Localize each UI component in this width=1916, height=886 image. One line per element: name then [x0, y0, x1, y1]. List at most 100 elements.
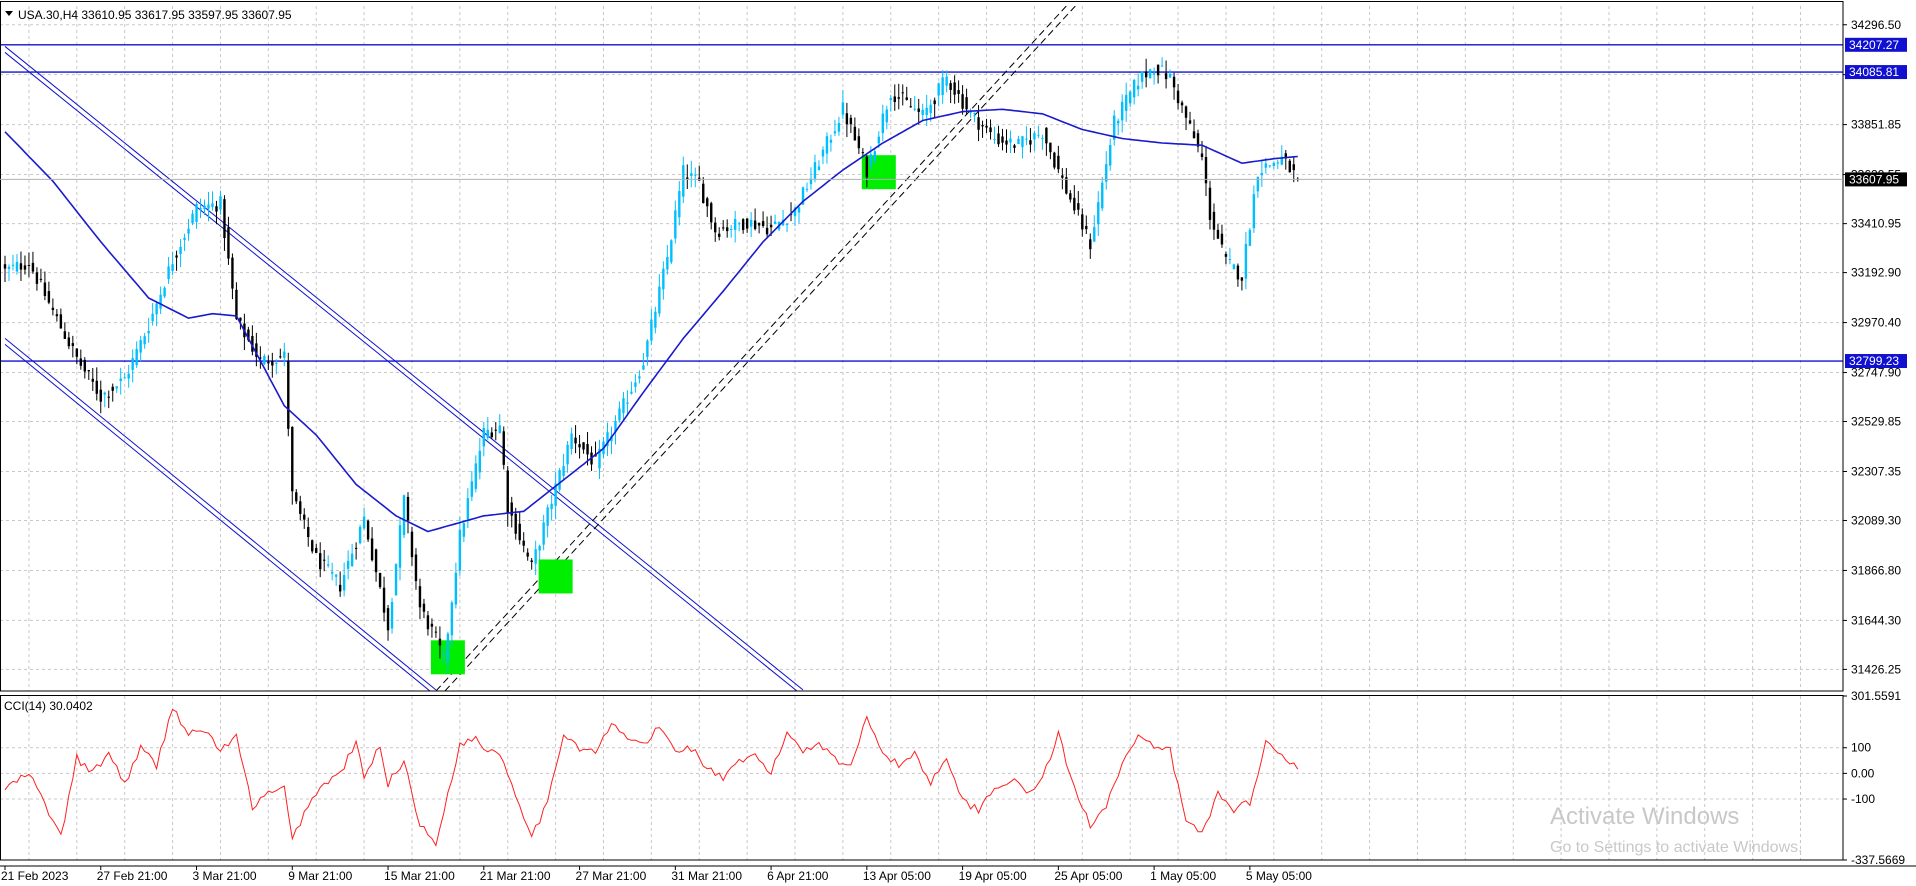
- bear-candle: [71, 343, 75, 346]
- bear-candle: [917, 108, 920, 112]
- bear-candle: [251, 336, 254, 352]
- level-price-tag: [1845, 37, 1907, 52]
- bull-candle: [454, 572, 458, 605]
- bear-candle: [303, 514, 306, 520]
- bull-candle: [889, 98, 892, 101]
- chart-frame: [0, 1, 1916, 867]
- bear-candle: [1156, 64, 1160, 76]
- bull-candle: [809, 178, 813, 185]
- bull-candle: [737, 223, 741, 225]
- bull-candle: [969, 111, 972, 113]
- bear-candle: [63, 331, 67, 339]
- bull-candle: [450, 602, 454, 636]
- bull-candle: [566, 444, 569, 465]
- bear-candle: [370, 538, 374, 561]
- bear-candle: [909, 106, 912, 108]
- bear-candle: [714, 222, 717, 233]
- bear-candle: [267, 361, 270, 364]
- bull-candle: [1232, 264, 1236, 269]
- bull-candle: [402, 495, 406, 536]
- bull-candle: [7, 266, 11, 270]
- bear-candle: [259, 357, 262, 359]
- chart-menu-arrow-icon[interactable]: [5, 11, 13, 16]
- bear-candle: [957, 90, 960, 94]
- bear-candle: [291, 426, 294, 492]
- bull-candle: [135, 349, 138, 366]
- symbol-header: USA.30,H4 33610.95 33617.95 33597.95 336…: [18, 8, 292, 22]
- bear-candle: [386, 608, 390, 631]
- bear-candle: [1292, 164, 1295, 171]
- bear-candle: [1216, 229, 1220, 239]
- bull-candle: [398, 525, 402, 568]
- bear-candle: [985, 125, 988, 128]
- bull-candle: [358, 526, 362, 544]
- bear-candle: [354, 547, 358, 549]
- bear-candle: [1236, 265, 1240, 280]
- bull-candle: [462, 523, 466, 537]
- channel-trend-line[interactable]: [4, 344, 436, 695]
- bull-candle: [1121, 101, 1124, 121]
- bull-candle: [833, 131, 837, 134]
- bull-candle: [446, 633, 450, 663]
- bull-candle: [470, 481, 474, 497]
- bear-candle: [315, 548, 318, 553]
- price-tick-label: 33851.85: [1851, 118, 1901, 132]
- bull-candle: [550, 503, 553, 510]
- bull-candle: [183, 237, 186, 240]
- bear-candle: [1200, 153, 1204, 158]
- bear-candle: [702, 183, 705, 204]
- bull-candle: [606, 432, 609, 447]
- bull-candle: [334, 574, 338, 577]
- bear-candle: [434, 631, 438, 633]
- bear-candle: [1224, 254, 1228, 257]
- price-axis: 34296.5034074.2033851.8533629.5533410.95…: [0, 18, 1907, 867]
- bear-candle: [319, 553, 322, 570]
- bull-candle: [1248, 229, 1252, 246]
- bull-candle: [155, 303, 158, 315]
- bull-candle: [921, 109, 924, 115]
- bull-candle: [650, 319, 653, 341]
- channel-trend-line[interactable]: [4, 52, 803, 695]
- bear-candle: [710, 203, 713, 223]
- bull-candle: [626, 402, 629, 404]
- bear-candle: [578, 444, 581, 448]
- bull-candle: [219, 196, 222, 210]
- bear-candle: [1073, 197, 1076, 211]
- bull-candle: [674, 210, 677, 239]
- bull-candle: [1113, 115, 1116, 140]
- bull-candle: [1097, 202, 1100, 225]
- bear-candle: [981, 124, 984, 127]
- bull-candle: [869, 154, 873, 166]
- bear-candle: [414, 554, 418, 582]
- bear-candle: [35, 272, 39, 284]
- bull-candle: [362, 516, 366, 529]
- bull-candle: [1117, 120, 1120, 124]
- bear-candle: [75, 348, 79, 357]
- channel-trend-line[interactable]: [4, 338, 437, 691]
- bull-candle: [662, 268, 665, 290]
- bear-candle: [307, 527, 310, 538]
- bear-candle: [366, 520, 370, 540]
- channel-trend-line[interactable]: [4, 46, 804, 691]
- bear-candle: [1057, 155, 1060, 170]
- bull-candle: [478, 450, 482, 473]
- bull-candle: [941, 77, 944, 96]
- bull-candle: [191, 213, 194, 224]
- bear-candle: [215, 206, 218, 212]
- bear-candle: [494, 429, 497, 431]
- drawing-objects[interactable]: [0, 6, 1843, 696]
- bull-candle: [885, 109, 888, 123]
- bear-candle: [1085, 225, 1088, 230]
- bear-candle: [574, 437, 577, 444]
- bull-candle: [881, 113, 884, 134]
- bear-candle: [1184, 106, 1188, 118]
- bear-candle: [745, 218, 749, 229]
- grid: [0, 6, 1843, 860]
- bull-candle: [346, 560, 350, 569]
- dashed-trend-line[interactable]: [435, 6, 1067, 691]
- bull-candle: [1128, 91, 1132, 104]
- bear-candle: [338, 584, 342, 592]
- bull-candle: [1148, 69, 1152, 79]
- bear-candle: [95, 380, 98, 394]
